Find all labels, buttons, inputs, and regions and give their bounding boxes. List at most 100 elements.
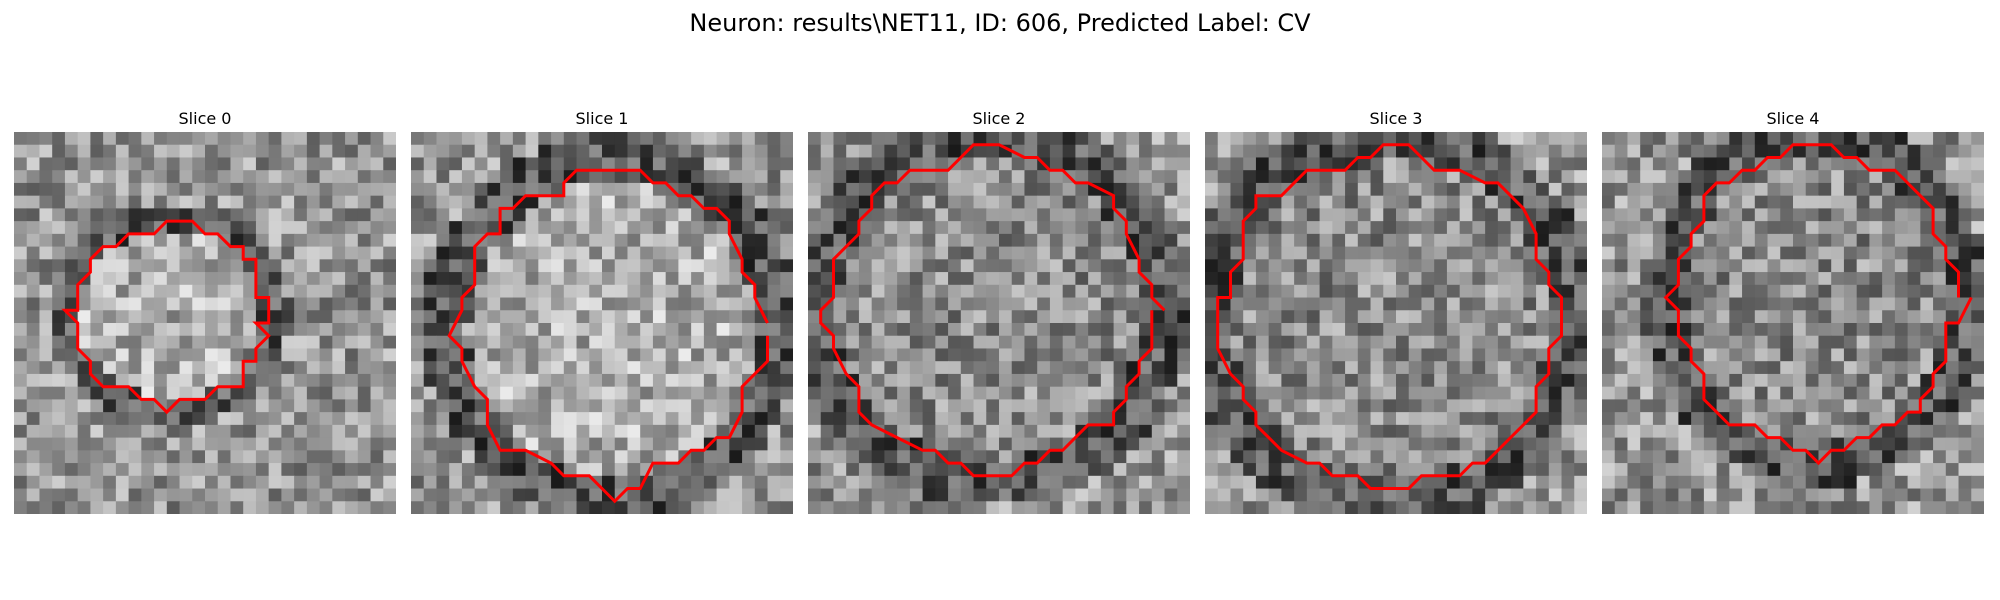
pixel-cell: [665, 386, 679, 400]
pixel-cell: [1945, 475, 1960, 490]
pixel-cell: [1217, 488, 1231, 502]
pixel-cell: [691, 170, 705, 184]
pixel-cell: [1627, 463, 1641, 477]
pixel-cell: [1177, 259, 1190, 273]
pixel-cell: [1614, 412, 1628, 426]
pixel-cell: [192, 284, 206, 299]
pixel-cell: [1574, 233, 1587, 248]
pixel-cell: [1907, 475, 1921, 490]
pixel-cell: [858, 144, 873, 158]
pixel-cell: [1831, 272, 1845, 286]
pixel-cell: [1920, 501, 1934, 514]
pixel-cell: [26, 488, 40, 502]
pixel-cell: [1971, 361, 1984, 375]
pixel-cell: [487, 221, 501, 235]
pixel-cell: [1446, 144, 1461, 158]
pixel-cell: [154, 284, 168, 299]
pixel-cell: [858, 246, 873, 260]
pixel-cell: [115, 208, 130, 222]
pixel-cell: [1446, 170, 1461, 184]
pixel-cell: [1920, 424, 1934, 439]
pixel-cell: [538, 323, 552, 337]
pixel-cell: [205, 221, 219, 235]
pixel-cell: [973, 144, 987, 158]
pixel-cell: [141, 463, 155, 477]
pixel-cell: [1139, 412, 1153, 426]
pixel-cell: [26, 297, 40, 311]
pixel-cell: [115, 475, 130, 490]
pixel-cell: [1383, 272, 1397, 286]
pixel-cell: [192, 463, 206, 477]
pixel-cell: [1793, 361, 1807, 375]
pixel-cell: [1383, 361, 1397, 375]
pixel-cell: [1075, 144, 1089, 158]
pixel-cell: [1459, 335, 1473, 349]
pixel-cell: [179, 233, 193, 248]
pixel-cell: [411, 195, 425, 209]
pixel-cell: [1894, 475, 1909, 490]
pixel-cell: [833, 399, 847, 413]
pixel-cell: [1780, 501, 1794, 514]
pixel-cell: [411, 233, 425, 248]
pixel-cell: [640, 424, 654, 439]
pixel-cell: [1561, 259, 1575, 273]
pixel-cell: [716, 501, 730, 514]
pixel-cell: [1357, 437, 1372, 451]
pixel-cell: [1024, 144, 1038, 158]
pixel-cell: [26, 437, 40, 451]
pixel-cell: [1205, 399, 1219, 413]
pixel-cell: [808, 284, 822, 299]
pixel-cell: [1523, 399, 1537, 413]
pixel-cell: [1640, 297, 1654, 311]
pixel-cell: [319, 221, 333, 235]
pixel-cell: [1574, 284, 1587, 299]
pixel-cell: [294, 475, 308, 490]
pixel-cell: [1793, 259, 1807, 273]
pixel-cell: [26, 182, 40, 197]
pixel-cell: [1164, 144, 1178, 158]
pixel-cell: [742, 463, 756, 477]
pixel-cell: [1574, 335, 1587, 349]
pixel-cell: [1882, 348, 1896, 362]
pixel-cell: [306, 450, 321, 464]
pixel-cell: [754, 348, 769, 362]
pixel-cell: [551, 501, 565, 514]
pixel-cell: [1383, 132, 1397, 146]
pixel-cell: [1396, 412, 1410, 426]
pixel-cell: [1627, 221, 1641, 235]
pixel-cell: [1049, 272, 1064, 286]
pixel-cell: [1703, 361, 1718, 375]
pixel-cell: [1691, 450, 1705, 464]
pixel-cell: [1383, 233, 1397, 248]
pixel-cell: [729, 157, 743, 171]
cell-contour: [61, 219, 271, 415]
pixel-cell: [128, 132, 142, 146]
pixel-cell: [52, 170, 66, 184]
pixel-cell: [411, 373, 425, 388]
pixel-cell: [141, 361, 155, 375]
pixel-cell: [1345, 501, 1359, 514]
pixel-cell: [52, 463, 66, 477]
pixel-cell: [1742, 208, 1756, 222]
pixel-cell: [1485, 208, 1499, 222]
pixel-cell: [26, 373, 40, 388]
pixel-cell: [1319, 144, 1333, 158]
pixel-cell: [1614, 399, 1628, 413]
pixel-cell: [1971, 132, 1984, 146]
pixel-cell: [563, 272, 578, 286]
pixel-cell: [345, 348, 359, 362]
pixel-cell: [357, 246, 372, 260]
pixel-cell: [1294, 386, 1308, 400]
pixel-cell: [716, 310, 730, 324]
pixel-cell: [538, 348, 552, 362]
pixel-cell: [1793, 297, 1807, 311]
pixel-cell: [1306, 424, 1321, 439]
pixel-cell: [1294, 361, 1308, 375]
pixel-cell: [268, 450, 282, 464]
pixel-cell: [1907, 221, 1921, 235]
pixel-cell: [1640, 132, 1654, 146]
pixel-cell: [205, 170, 219, 184]
pixel-cell: [678, 373, 692, 388]
pixel-cell: [1640, 208, 1654, 222]
pixel-cell: [614, 132, 628, 146]
